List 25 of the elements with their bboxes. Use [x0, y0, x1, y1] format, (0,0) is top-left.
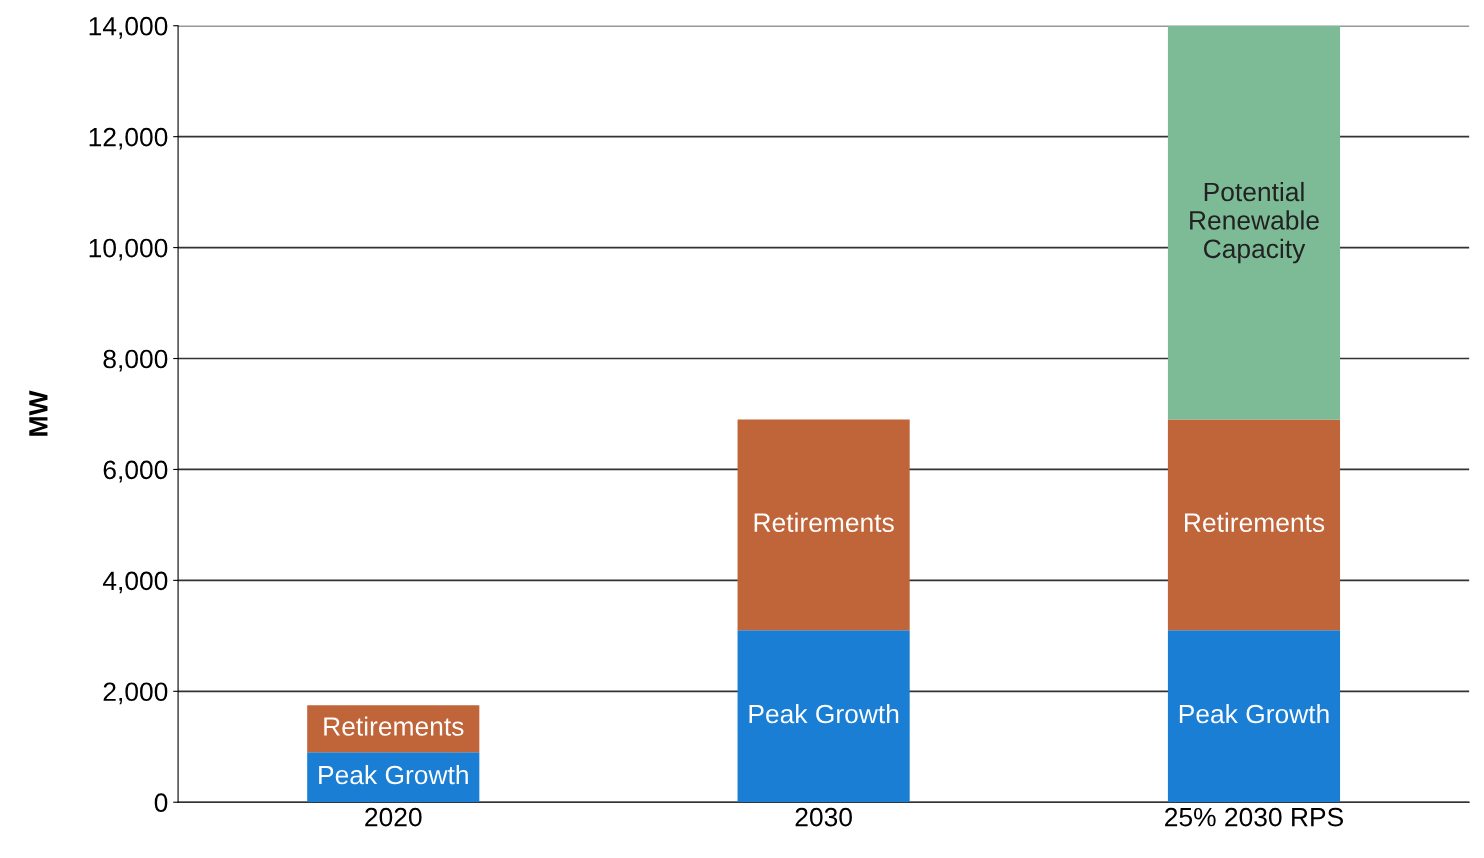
y-tick-label: 0 — [154, 793, 168, 813]
bar — [737, 419, 910, 631]
y-axis-title: MW — [29, 390, 48, 436]
bar — [1167, 25, 1341, 420]
text: Retirements — [1185, 512, 1325, 532]
text: Peak Growth — [749, 703, 899, 724]
series-label: Potential Renewable Capacity — [1190, 181, 1319, 264]
bar — [1167, 419, 1341, 631]
series-label: Peak Growth — [319, 764, 468, 785]
bar — [1167, 630, 1341, 803]
y-tick-label: 2,000 — [103, 682, 168, 705]
y-tick-label: 6,000 — [103, 460, 168, 483]
y-tick-label: 8,000 — [103, 349, 168, 372]
y-tick-label: 10,000 — [89, 238, 168, 261]
text: Peak Growth — [1179, 703, 1329, 724]
bar — [737, 630, 910, 803]
x-tick-label: 25% 2030 RPS — [1165, 807, 1343, 827]
text: Retirements — [754, 512, 894, 532]
y-tick-label: 12,000 — [89, 127, 168, 150]
bar — [307, 752, 480, 803]
x-tick-label: 2030 — [795, 807, 852, 827]
x-tick-label: 2020 — [365, 807, 422, 827]
series-label: Retirements — [324, 716, 464, 736]
y-tick-label: 4,000 — [102, 571, 168, 594]
y-tick-label: 14,000 — [89, 16, 168, 39]
